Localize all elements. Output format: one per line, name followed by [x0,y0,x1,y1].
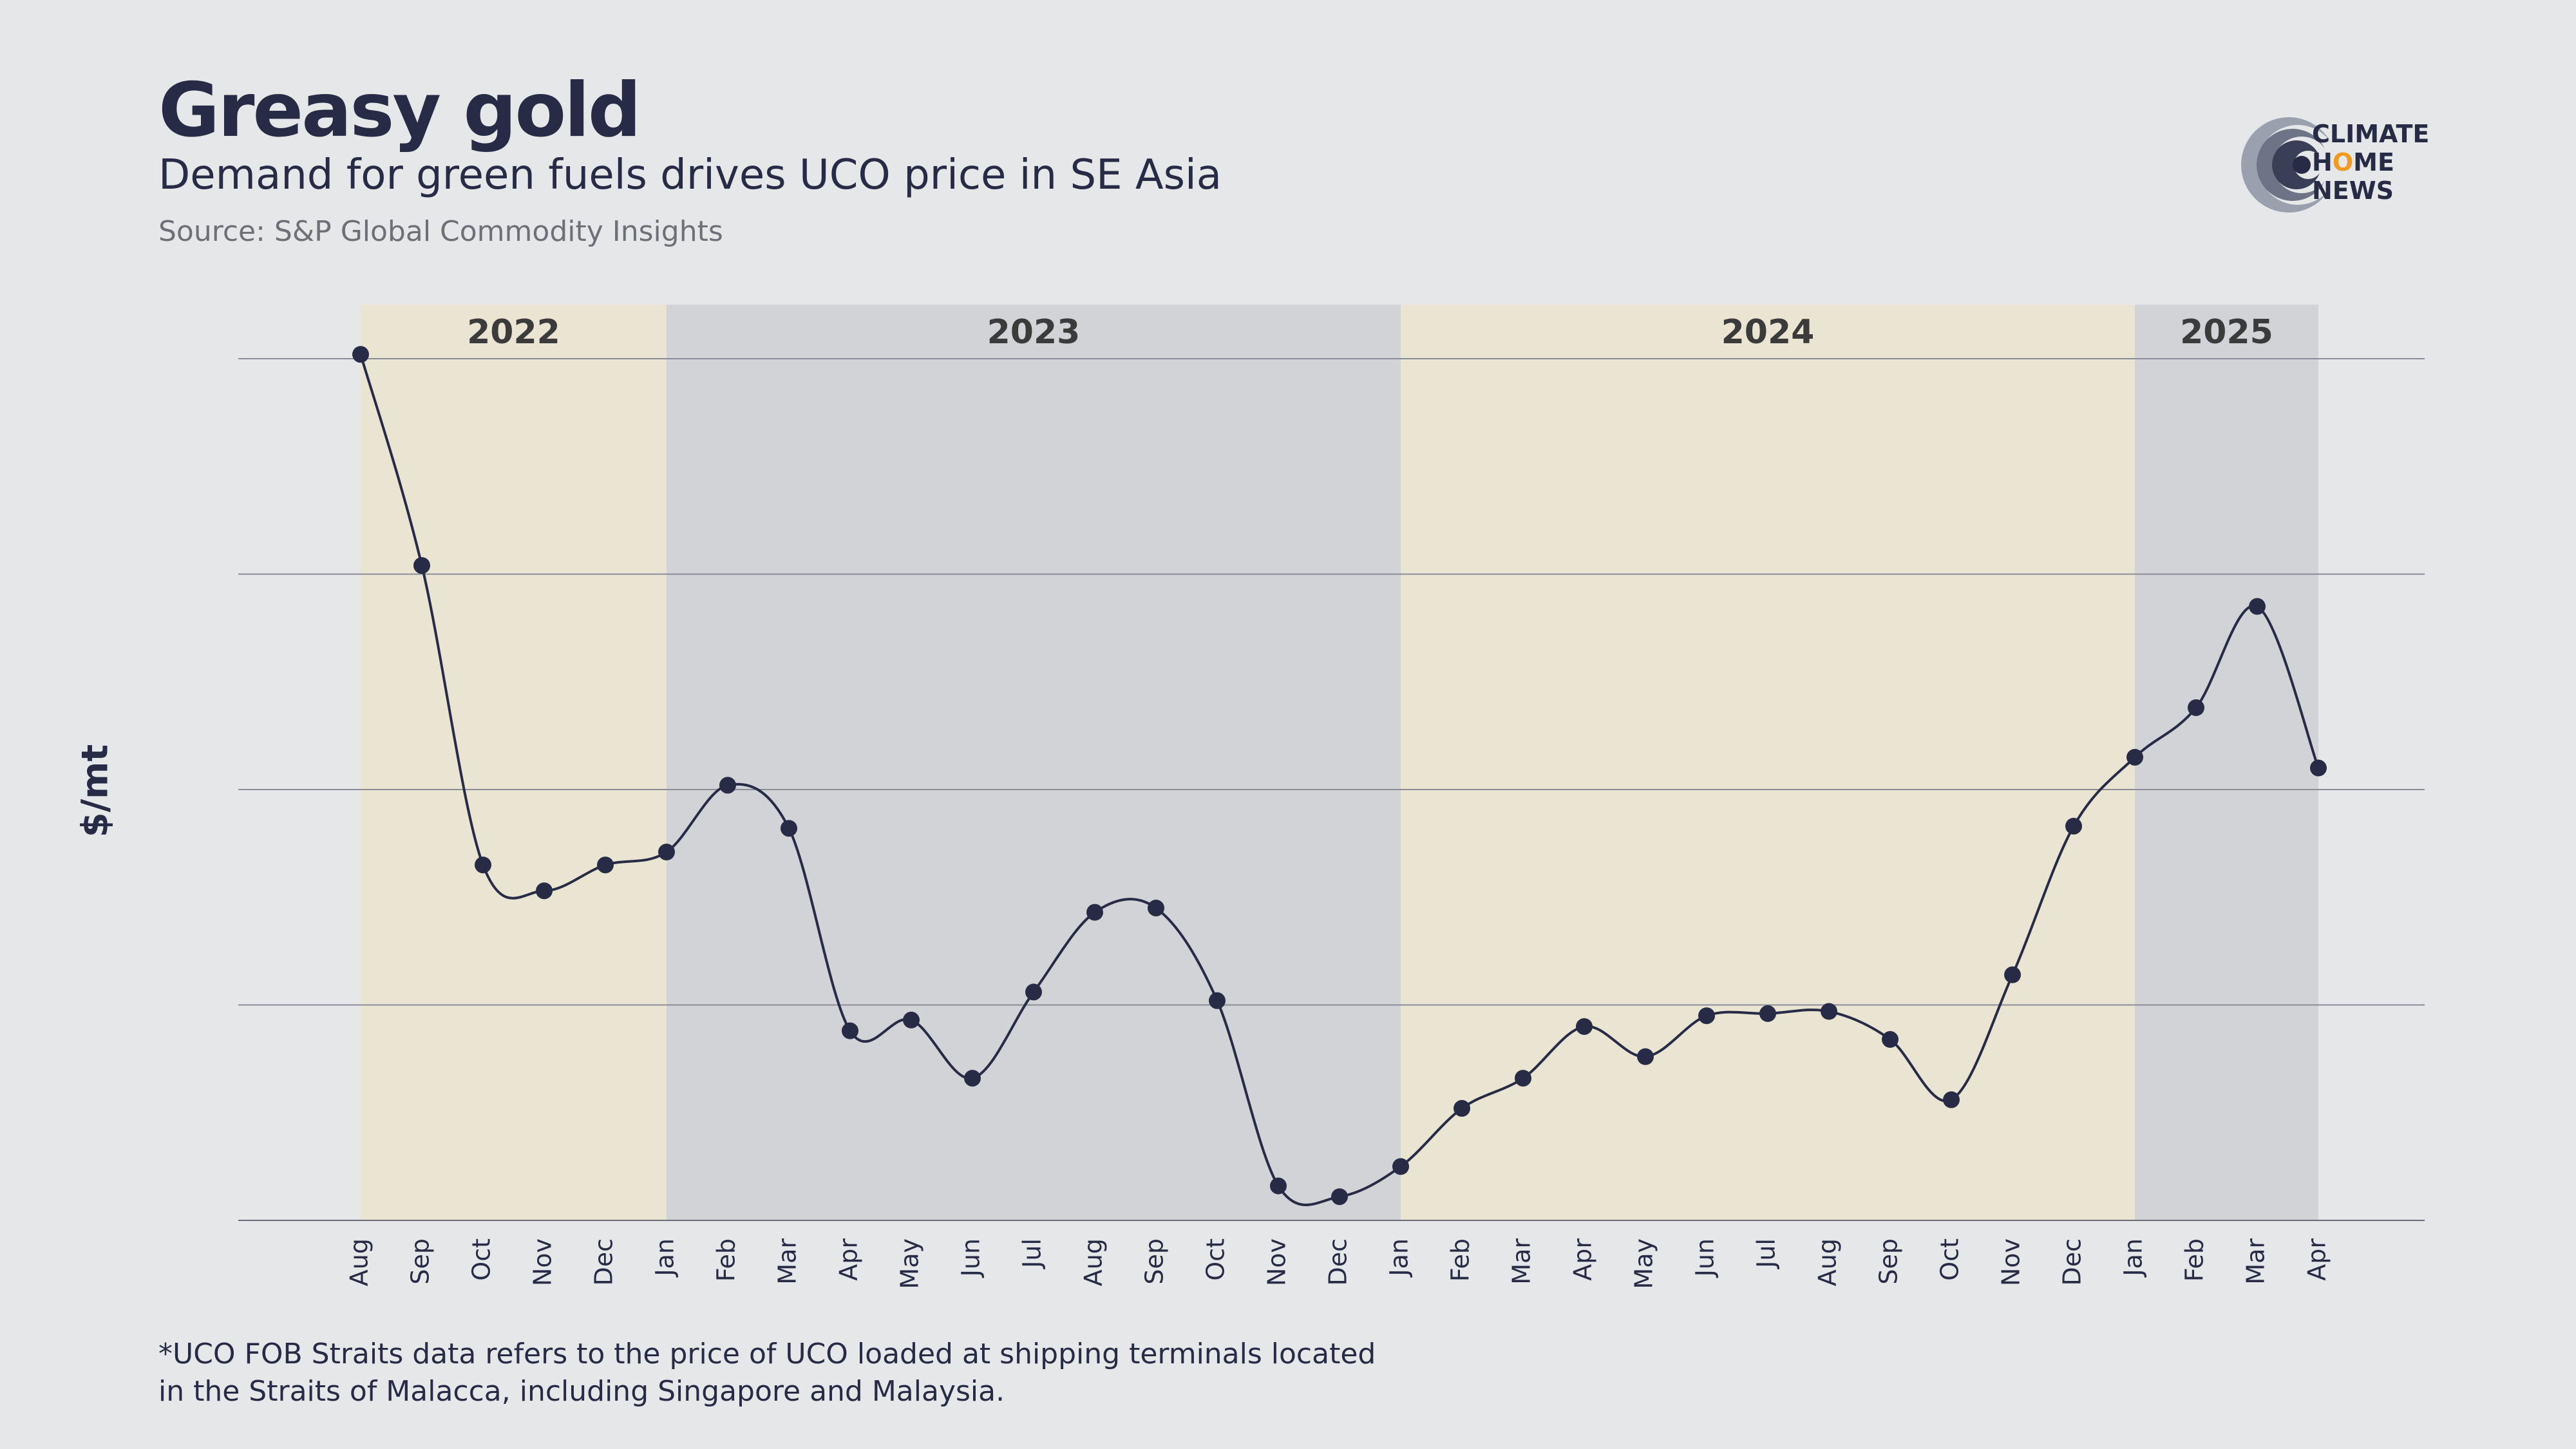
x-tick-label: Oct [468,1238,496,1281]
year-label-2023: 2023 [987,313,1081,352]
data-point [2188,699,2204,716]
data-point [352,346,369,363]
data-point [1698,1007,1715,1025]
x-tick-label: Nov [1997,1238,2025,1286]
x-tick-label: May [896,1238,924,1289]
x-tick-label: Sep [406,1238,435,1285]
x-tick-label: Mar [773,1238,802,1285]
x-tick-label: Aug [1079,1238,1108,1286]
data-point [536,882,553,900]
x-tick-label: Jun [1691,1238,1719,1278]
data-point [2310,759,2327,777]
source-note: Source: S&P Global Commodity Insights [158,215,723,248]
x-tick-label: Aug [345,1238,374,1286]
x-tick-label: Oct [1936,1238,1964,1281]
data-point [1943,1091,1960,1108]
x-tick-label: Feb [712,1238,741,1282]
x-tick-label: Feb [2181,1238,2209,1282]
data-point [475,857,491,874]
year-label-2024: 2024 [1721,313,1815,352]
chart-title: Greasy gold [158,67,641,154]
data-point [1270,1177,1287,1195]
data-point [2065,817,2082,835]
x-tick-label: Dec [1324,1238,1352,1286]
data-point [413,557,430,574]
x-tick-label: Dec [590,1238,618,1286]
data-point [1821,1003,1837,1020]
x-tick-label: Mar [2242,1238,2270,1285]
x-tick-label: Nov [529,1238,557,1286]
year-band-2025 [2135,305,2318,1220]
x-tick-label: Jan [1385,1238,1414,1278]
data-point [1392,1158,1409,1175]
x-tick-label: Dec [2058,1238,2087,1286]
footnote-line-2: in the Straits of Malacca, including Sin… [158,1375,1005,1408]
data-point [1025,983,1042,1001]
data-point [1576,1018,1593,1035]
logo-wordmark: CLIMATE HOME NEWS [2312,120,2429,205]
x-tick-label: Apr [835,1238,863,1281]
data-point [1148,899,1164,916]
chart-subtitle: Demand for green fuels drives UCO price … [158,151,1222,199]
x-tick-label: Nov [1263,1238,1291,1286]
x-tick-label: Apr [1569,1238,1597,1281]
data-point [964,1070,981,1087]
data-point [2126,748,2143,766]
logo-line-home: HOME [2312,148,2394,176]
data-point [1331,1188,1348,1206]
x-tick-label: May [1630,1238,1658,1289]
x-tick-label: Jan [2119,1238,2148,1278]
year-band-2024 [1401,305,2135,1220]
x-tick-label: Oct [1202,1238,1230,1281]
footnote-line-1: *UCO FOB Straits data refers to the pric… [158,1338,1376,1370]
x-tick-label: Sep [1141,1238,1169,1285]
x-tick-label: Jan [651,1238,679,1278]
year-label-2022: 2022 [467,313,560,352]
data-point [1209,992,1226,1009]
x-tick-label: Jul [1018,1238,1046,1269]
data-point [903,1011,920,1028]
year-band-2023 [667,305,1401,1220]
x-tick-label: Apr [2303,1238,2331,1281]
x-tick-label: Aug [1814,1238,1842,1286]
x-tick-label: Sep [1875,1238,1903,1285]
data-point [1454,1100,1470,1117]
logo-line-climate: CLIMATE [2312,120,2430,148]
logo-line-news: NEWS [2312,176,2394,205]
data-point [2249,598,2266,615]
data-point [719,777,736,794]
data-point [1637,1048,1654,1065]
data-point [1882,1031,1899,1048]
data-point [658,844,675,861]
data-point [1086,904,1103,921]
climate-home-news-logo-icon [2241,117,2338,213]
data-point [597,857,614,874]
x-tick-label: Jul [1752,1238,1781,1269]
x-tick-label: Jun [957,1238,985,1278]
data-point [781,820,797,837]
data-point [1759,1005,1776,1022]
x-tick-label: Mar [1508,1238,1536,1285]
x-tick-label: Feb [1446,1238,1475,1282]
year-label-2025: 2025 [2180,313,2273,352]
data-point [842,1022,858,1039]
footnote: *UCO FOB Straits data refers to the pric… [158,1336,1376,1410]
data-point [1515,1070,1531,1087]
data-point [2004,966,2021,983]
year-band-2022 [361,305,667,1220]
